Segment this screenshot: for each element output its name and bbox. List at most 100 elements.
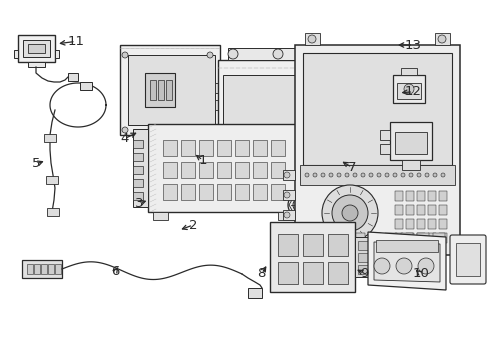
Circle shape xyxy=(331,195,367,231)
Polygon shape xyxy=(416,233,424,243)
Polygon shape xyxy=(379,144,389,154)
Polygon shape xyxy=(283,180,297,190)
Text: 12: 12 xyxy=(404,85,421,98)
Polygon shape xyxy=(158,80,163,100)
Polygon shape xyxy=(181,162,195,178)
Circle shape xyxy=(321,185,377,241)
Polygon shape xyxy=(327,262,347,284)
Polygon shape xyxy=(455,243,479,276)
Polygon shape xyxy=(235,184,248,200)
Polygon shape xyxy=(303,234,323,256)
Polygon shape xyxy=(392,75,424,103)
Circle shape xyxy=(341,205,357,221)
Text: 10: 10 xyxy=(411,267,428,280)
Polygon shape xyxy=(163,162,177,178)
Polygon shape xyxy=(133,129,148,207)
Text: 9: 9 xyxy=(359,267,368,280)
Polygon shape xyxy=(375,240,437,252)
Circle shape xyxy=(416,173,420,177)
Circle shape xyxy=(206,52,213,58)
Polygon shape xyxy=(303,262,323,284)
Polygon shape xyxy=(145,73,175,107)
Polygon shape xyxy=(283,210,294,220)
Circle shape xyxy=(360,173,364,177)
Polygon shape xyxy=(394,219,402,229)
Polygon shape xyxy=(416,219,424,229)
Polygon shape xyxy=(133,179,142,187)
Circle shape xyxy=(424,173,428,177)
Polygon shape xyxy=(434,33,449,45)
Polygon shape xyxy=(283,190,294,200)
Polygon shape xyxy=(165,80,172,100)
Polygon shape xyxy=(394,191,402,201)
Polygon shape xyxy=(400,68,416,75)
Polygon shape xyxy=(368,233,380,247)
Polygon shape xyxy=(405,219,413,229)
Polygon shape xyxy=(23,40,50,57)
Polygon shape xyxy=(357,265,369,274)
Polygon shape xyxy=(247,288,262,298)
Polygon shape xyxy=(217,184,230,200)
Polygon shape xyxy=(352,233,364,247)
Polygon shape xyxy=(199,184,213,200)
Polygon shape xyxy=(373,242,439,282)
Polygon shape xyxy=(384,233,396,247)
Polygon shape xyxy=(252,184,266,200)
Polygon shape xyxy=(217,140,230,156)
Polygon shape xyxy=(133,166,142,174)
Circle shape xyxy=(440,173,444,177)
Polygon shape xyxy=(278,262,297,284)
Polygon shape xyxy=(278,212,292,220)
Circle shape xyxy=(392,173,396,177)
Polygon shape xyxy=(120,45,220,135)
Circle shape xyxy=(227,49,238,59)
Circle shape xyxy=(336,173,340,177)
Polygon shape xyxy=(148,124,297,212)
Text: 1: 1 xyxy=(198,154,207,167)
Polygon shape xyxy=(269,222,354,292)
Text: 8: 8 xyxy=(257,267,265,280)
Polygon shape xyxy=(303,53,451,165)
Polygon shape xyxy=(432,233,444,247)
Text: 5: 5 xyxy=(32,157,41,170)
Polygon shape xyxy=(278,234,297,256)
Polygon shape xyxy=(227,180,243,190)
Polygon shape xyxy=(438,233,446,243)
Polygon shape xyxy=(133,153,142,161)
Polygon shape xyxy=(163,184,177,200)
Circle shape xyxy=(408,173,412,177)
Polygon shape xyxy=(307,108,317,118)
Polygon shape xyxy=(307,125,317,135)
Text: 2: 2 xyxy=(188,219,197,231)
Circle shape xyxy=(284,172,289,178)
Polygon shape xyxy=(252,162,266,178)
Polygon shape xyxy=(389,122,431,160)
Polygon shape xyxy=(48,264,54,274)
Polygon shape xyxy=(270,140,285,156)
Polygon shape xyxy=(80,82,92,90)
Polygon shape xyxy=(416,191,424,201)
Polygon shape xyxy=(400,233,412,247)
Polygon shape xyxy=(28,62,45,67)
Polygon shape xyxy=(150,80,156,100)
Polygon shape xyxy=(354,237,372,277)
Text: 13: 13 xyxy=(404,39,421,51)
Polygon shape xyxy=(405,233,413,243)
Polygon shape xyxy=(327,234,347,256)
Polygon shape xyxy=(294,45,459,255)
Polygon shape xyxy=(215,83,224,93)
Circle shape xyxy=(328,173,332,177)
Polygon shape xyxy=(427,219,435,229)
Polygon shape xyxy=(405,205,413,215)
Text: 3: 3 xyxy=(135,197,143,210)
Polygon shape xyxy=(223,75,303,160)
Circle shape xyxy=(400,173,404,177)
Circle shape xyxy=(284,212,289,218)
Polygon shape xyxy=(357,241,369,250)
Polygon shape xyxy=(299,165,454,185)
Polygon shape xyxy=(133,192,142,200)
Polygon shape xyxy=(181,184,195,200)
Polygon shape xyxy=(217,162,230,178)
Polygon shape xyxy=(34,264,40,274)
Polygon shape xyxy=(438,205,446,215)
